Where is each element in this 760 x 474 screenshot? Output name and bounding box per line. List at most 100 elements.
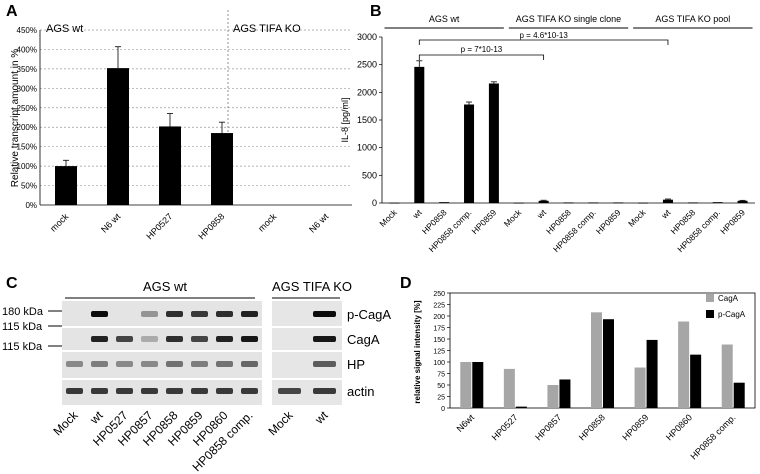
blot-band — [141, 361, 158, 367]
bar-caga — [503, 368, 515, 408]
y-tick-label: 250 — [433, 291, 445, 298]
bar-p-caga — [646, 339, 658, 408]
y-tick-label: 0 — [372, 198, 377, 208]
y-tick-label: 150% — [17, 143, 37, 152]
mw-label: 115 kDa — [2, 321, 43, 333]
blot-row-label: HP — [347, 357, 365, 372]
p-value: p = 4.6*10-13 — [520, 31, 569, 40]
bar-p-caga — [559, 379, 571, 408]
blot-membrane-right — [272, 301, 342, 405]
significance-bracket — [418, 54, 545, 60]
bar — [588, 202, 599, 204]
bar — [638, 202, 649, 204]
panel-label-d: D — [400, 275, 412, 292]
significance-bracket — [418, 39, 669, 45]
blot-band — [66, 361, 83, 367]
y-tick-label: 1500 — [357, 115, 377, 125]
blot-band — [278, 388, 301, 394]
group-label: AGS wt — [46, 23, 83, 35]
p-value: p = 7*10-13 — [461, 45, 503, 54]
x-tick-label: N6 wt — [99, 211, 123, 235]
bar — [687, 202, 698, 204]
blot-band — [241, 336, 258, 342]
x-tick-label: HP0859 — [620, 412, 650, 442]
bar — [538, 200, 549, 203]
blot-band — [141, 336, 158, 342]
bar-p-caga — [472, 362, 484, 408]
blot-band — [191, 336, 208, 342]
x-tick-label: HP0527 — [490, 412, 520, 442]
blot-band — [141, 311, 158, 317]
mw-label: 115 kDa — [2, 341, 43, 353]
blot-band — [216, 388, 233, 394]
y-tick-label: 225 — [433, 303, 445, 310]
bar — [613, 202, 624, 204]
x-tick-label: HP0858 comp. — [688, 412, 737, 461]
bar — [389, 202, 400, 204]
blot-band — [141, 388, 158, 394]
blot-band — [66, 388, 83, 394]
bar-caga — [460, 362, 472, 408]
x-tick-label: Mock — [377, 207, 399, 229]
blot-title-right: AGS TIFA KO — [272, 279, 352, 294]
bar — [737, 200, 748, 203]
y-tick-label: 0% — [25, 201, 37, 210]
y-tick-label: 200 — [433, 314, 445, 321]
x-tick-label: HP0859 — [594, 207, 623, 236]
blot-band — [313, 361, 336, 367]
bar — [712, 202, 723, 203]
blot-band — [216, 311, 233, 317]
bar-caga — [591, 312, 602, 408]
group-label: AGS TIFA KO pool — [655, 14, 730, 24]
bar-caga — [678, 321, 690, 408]
y-tick-label: 300% — [17, 84, 37, 93]
blot-band — [116, 388, 133, 394]
bar-p-caga — [733, 382, 745, 408]
y-tick-label: 50% — [21, 182, 37, 191]
y-tick-label: 2500 — [357, 60, 377, 70]
panel-label-b: B — [370, 3, 382, 20]
y-tick-label: 0 — [441, 406, 445, 413]
panel-a-chart: 0% 50% 100% 150% 200% 250% 300% 350% 400% 450% Rel… — [10, 10, 352, 241]
blot-row-label: CagA — [347, 332, 380, 347]
y-tick-label: 75 — [437, 372, 445, 379]
mw-label: 180 kDa — [2, 306, 44, 318]
panel-label-a: A — [6, 3, 18, 20]
blot-band — [241, 311, 258, 317]
blot-row-label: actin — [347, 384, 374, 399]
y-tick-label: 200% — [17, 123, 37, 132]
y-tick-label: 125 — [433, 349, 445, 356]
x-tick-label: wt — [534, 207, 548, 221]
x-tick-label: HP0859 — [470, 207, 499, 236]
bar-p-caga — [515, 406, 527, 408]
legend-swatch — [706, 310, 714, 318]
y-tick-label: 3000 — [357, 32, 377, 42]
panel-d-chart: 0 25 50 75 100 125 150 175 200 225 250 relative sig… — [413, 291, 756, 462]
x-tick-label: Mock — [502, 207, 524, 229]
blot-band — [216, 336, 233, 342]
bar — [107, 68, 129, 205]
bar — [488, 83, 499, 203]
bar — [513, 202, 524, 204]
group-label: AGS TIFA KO single clone — [516, 14, 621, 24]
x-tick-label: Mock — [626, 207, 648, 229]
group-label: AGS TIFA KO — [233, 23, 301, 35]
bar — [414, 66, 425, 203]
bar — [563, 202, 574, 204]
bar-p-caga — [690, 354, 702, 408]
blot-band — [191, 311, 208, 317]
y-axis-label: relative signal intensity [%] — [413, 300, 422, 403]
blot-band — [91, 311, 108, 317]
bar — [159, 126, 181, 205]
x-tick-label: HP0858 — [577, 412, 607, 442]
lane-label: Mock — [50, 408, 81, 439]
blot-band — [116, 361, 133, 367]
y-axis-label: IL-8 [pg/ml] — [340, 97, 350, 142]
legend-swatch — [706, 294, 714, 302]
x-tick-label: HP0527 — [144, 211, 174, 241]
x-tick-label: HP0859 — [718, 207, 747, 236]
y-tick-label: 2000 — [357, 87, 377, 97]
panel-b-chart: 0 500 1000 1500 2000 2500 3000 IL-8 [pg/ml] AGS … — [340, 14, 755, 254]
lane-label: Mock — [265, 408, 296, 439]
